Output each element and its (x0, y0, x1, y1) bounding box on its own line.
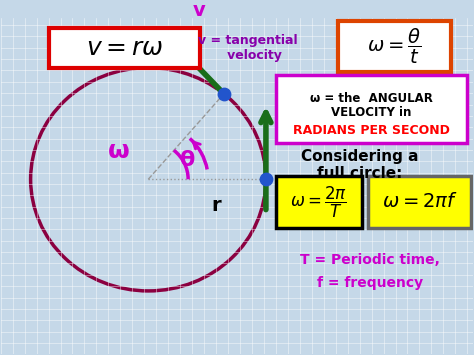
Text: v: v (192, 1, 205, 20)
Text: T = Periodic time,: T = Periodic time, (300, 253, 439, 267)
Point (262, 176, 270, 182)
Text: $\omega = 2\pi f$: $\omega = 2\pi f$ (382, 192, 457, 212)
FancyBboxPatch shape (276, 75, 467, 143)
FancyBboxPatch shape (368, 175, 471, 229)
Text: VELOCITY in: VELOCITY in (331, 106, 412, 119)
Text: f = frequency: f = frequency (317, 276, 423, 290)
FancyBboxPatch shape (276, 175, 362, 229)
FancyBboxPatch shape (337, 21, 451, 72)
Text: V: V (278, 90, 291, 108)
Text: ω: ω (108, 139, 129, 163)
Text: $v = r\omega$: $v = r\omega$ (85, 36, 163, 60)
Text: $\omega = \dfrac{2\pi}{T}$: $\omega = \dfrac{2\pi}{T}$ (290, 184, 347, 220)
Text: RADIANS PER SECOND: RADIANS PER SECOND (293, 124, 450, 137)
Text: θ: θ (181, 151, 196, 170)
Text: $\omega = \dfrac{\theta}{t}$: $\omega = \dfrac{\theta}{t}$ (367, 27, 422, 66)
FancyBboxPatch shape (48, 28, 200, 68)
Point (220, 91, 228, 97)
Text: v = tangential
   velocity: v = tangential velocity (198, 34, 298, 62)
Text: Considering a
full circle:: Considering a full circle: (301, 149, 419, 181)
Text: ω = the  ANGULAR: ω = the ANGULAR (310, 92, 433, 105)
Text: r: r (211, 196, 221, 215)
